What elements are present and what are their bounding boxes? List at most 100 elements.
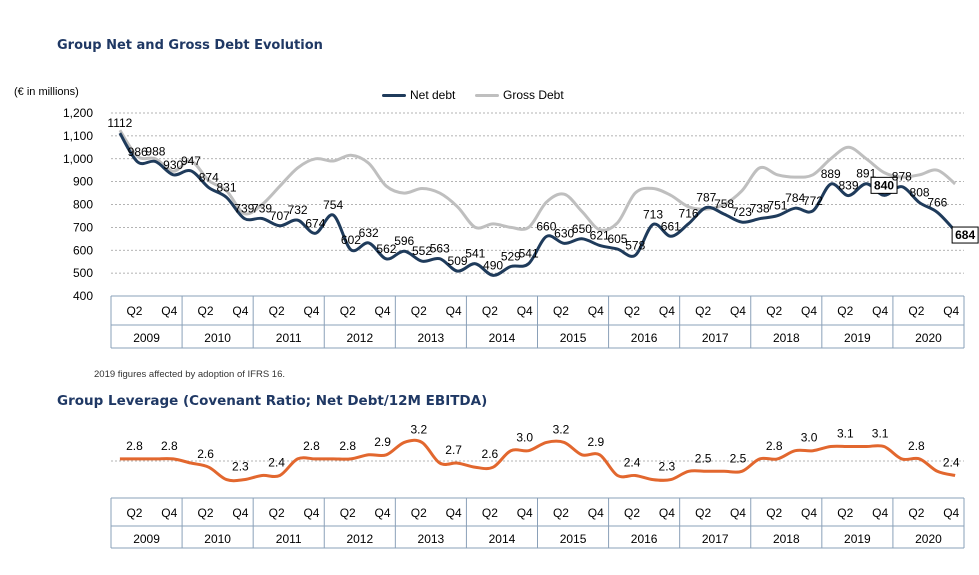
leverage-q2-tick-2018: Q2 xyxy=(766,506,782,520)
net-debt-data-label: 541 xyxy=(465,247,485,261)
leverage-q4-tick-2017: Q4 xyxy=(730,506,746,520)
net-debt-data-label: 541 xyxy=(519,247,539,261)
debt-q4-tick-2015: Q4 xyxy=(588,304,604,318)
debt-q4-tick-2017: Q4 xyxy=(730,304,746,318)
debt-q2-tick-2015: Q2 xyxy=(553,304,569,318)
debt-year-label-2017: 2017 xyxy=(702,331,729,345)
leverage-q2-tick-2016: Q2 xyxy=(624,506,640,520)
net-debt-data-label: 840 xyxy=(874,178,894,192)
leverage-year-label-2020: 2020 xyxy=(915,532,942,546)
net-debt-data-label: 605 xyxy=(607,232,627,246)
debt-q4-tick-2016: Q4 xyxy=(659,304,675,318)
legend-gross-debt-swatch xyxy=(475,93,499,97)
net-debt-data-label: 839 xyxy=(838,179,858,193)
leverage-year-label-2018: 2018 xyxy=(773,532,800,546)
leverage-title: Group Leverage (Covenant Ratio; Net Debt… xyxy=(57,393,488,409)
leverage-data-label: 2.4 xyxy=(268,455,285,469)
net-debt-data-label: 738 xyxy=(750,202,770,216)
y-tick-label: 900 xyxy=(73,175,93,189)
net-debt-data-label: 930 xyxy=(163,158,183,172)
leverage-q4-tick-2010: Q4 xyxy=(232,506,248,520)
leverage-data-label: 2.9 xyxy=(374,435,391,449)
net-debt-data-label: 716 xyxy=(679,207,699,221)
net-debt-data-label: 947 xyxy=(181,154,201,168)
leverage-year-label-2009: 2009 xyxy=(133,532,160,546)
net-debt-data-label: 713 xyxy=(643,207,663,221)
leverage-q2-tick-2015: Q2 xyxy=(553,506,569,520)
leverage-q2-tick-2014: Q2 xyxy=(482,506,498,520)
net-debt-data-label: 661 xyxy=(661,219,681,233)
leverage-q2-tick-2019: Q2 xyxy=(837,506,853,520)
debt-q4-tick-2011: Q4 xyxy=(303,304,319,318)
leverage-data-label: 3.1 xyxy=(837,427,854,441)
leverage-year-label-2013: 2013 xyxy=(418,532,445,546)
net-debt-data-label: 758 xyxy=(714,197,734,211)
debt-q2-tick-2018: Q2 xyxy=(766,304,782,318)
leverage-q2-tick-2017: Q2 xyxy=(695,506,711,520)
net-debt-data-label: 766 xyxy=(927,195,947,209)
leverage-year-label-2015: 2015 xyxy=(560,532,587,546)
leverage-year-label-2019: 2019 xyxy=(844,532,871,546)
net-debt-data-label: 723 xyxy=(732,205,752,219)
debt-q4-tick-2012: Q4 xyxy=(375,304,391,318)
debt-q2-tick-2011: Q2 xyxy=(269,304,285,318)
net-debt-data-label: 563 xyxy=(430,242,450,256)
leverage-q4-tick-2011: Q4 xyxy=(303,506,319,520)
legend-gross-debt[interactable]: Gross Debt xyxy=(475,88,564,102)
debt-year-label-2018: 2018 xyxy=(773,331,800,345)
leverage-data-label: 2.8 xyxy=(766,439,783,453)
net-debt-data-label: 660 xyxy=(536,220,556,234)
leverage-q2-tick-2012: Q2 xyxy=(340,506,356,520)
leverage-data-label: 2.6 xyxy=(482,447,499,461)
y-tick-label: 800 xyxy=(73,198,93,212)
leverage-data-label: 2.8 xyxy=(161,439,178,453)
net-debt-data-label: 754 xyxy=(323,198,343,212)
net-debt-data-label: 596 xyxy=(394,234,414,248)
leverage-data-label: 2.5 xyxy=(695,451,712,465)
net-debt-data-label: 986 xyxy=(128,145,148,159)
leverage-data-label: 3.2 xyxy=(410,422,427,436)
net-debt-data-label: 490 xyxy=(483,258,503,272)
y-tick-label: 700 xyxy=(73,220,93,234)
debt-q4-tick-2009: Q4 xyxy=(161,304,177,318)
net-debt-data-label: 772 xyxy=(803,194,823,208)
debt-q2-tick-2020: Q2 xyxy=(908,304,924,318)
net-debt-data-label: 509 xyxy=(448,254,468,268)
y-tick-label: 1,000 xyxy=(63,152,93,166)
net-debt-data-label: 988 xyxy=(145,144,165,158)
leverage-data-label: 2.8 xyxy=(339,439,356,453)
debt-q2-tick-2010: Q2 xyxy=(198,304,214,318)
net-debt-data-label: 632 xyxy=(359,226,379,240)
debt-q2-tick-2019: Q2 xyxy=(837,304,853,318)
footnote: 2019 figures affected by adoption of IFR… xyxy=(94,369,286,380)
leverage-q4-tick-2015: Q4 xyxy=(588,506,604,520)
legend-net-debt[interactable]: Net debt xyxy=(382,88,455,102)
leverage-data-label: 3.0 xyxy=(801,431,818,445)
debt-year-label-2011: 2011 xyxy=(276,331,302,345)
leverage-q4-tick-2018: Q4 xyxy=(801,506,817,520)
debt-q2-tick-2013: Q2 xyxy=(411,304,427,318)
debt-q2-tick-2009: Q2 xyxy=(126,304,142,318)
net-debt-data-label: 674 xyxy=(305,216,325,230)
net-debt-data-label: 578 xyxy=(625,238,645,252)
debt-q4-tick-2014: Q4 xyxy=(517,304,533,318)
debt-year-label-2013: 2013 xyxy=(418,331,445,345)
leverage-year-label-2012: 2012 xyxy=(346,532,373,546)
debt-q4-tick-2013: Q4 xyxy=(446,304,462,318)
y-tick-label: 1,200 xyxy=(63,106,93,120)
leverage-q2-tick-2010: Q2 xyxy=(198,506,214,520)
net-debt-line xyxy=(118,132,957,277)
debt-q2-tick-2017: Q2 xyxy=(695,304,711,318)
leverage-data-label: 2.6 xyxy=(197,447,214,461)
leverage-data-label: 2.4 xyxy=(943,455,960,469)
debt-q4-tick-2018: Q4 xyxy=(801,304,817,318)
leverage-year-label-2017: 2017 xyxy=(702,532,729,546)
leverage-data-label: 2.3 xyxy=(232,460,249,474)
leverage-data-label: 3.1 xyxy=(872,427,889,441)
leverage-q2-tick-2009: Q2 xyxy=(126,506,142,520)
net-debt-data-label: 784 xyxy=(785,191,805,205)
net-debt-data-label: 529 xyxy=(501,249,521,263)
net-debt-data-label: 552 xyxy=(412,244,432,258)
leverage-data-label: 2.8 xyxy=(303,439,320,453)
